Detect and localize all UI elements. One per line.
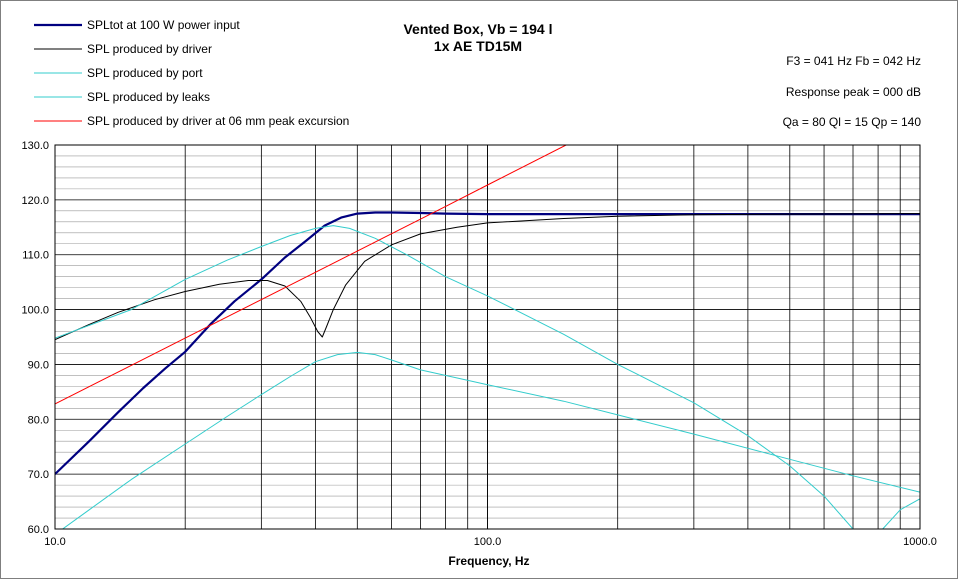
legend-label-4: SPL produced by driver at 06 mm peak exc… <box>87 114 349 128</box>
y-tick-label: 60.0 <box>28 524 49 536</box>
series-line-1 <box>55 213 920 341</box>
series-layer <box>55 145 920 529</box>
legend-label-3: SPL produced by leaks <box>87 90 210 104</box>
legend: SPLtot at 100 W power input SPL produced … <box>34 18 349 128</box>
info-q-values: Qa = 80 Ql = 15 Qp = 140 <box>783 115 922 129</box>
y-tick-label: 130.0 <box>21 140 49 152</box>
chart-title-line2: 1x AE TD15M <box>434 38 522 54</box>
tick-layer: 60.0 70.0 80.0 90.0 100.0 110.0 120.0 130.0 10.0… <box>21 140 936 548</box>
x-tick-label: 1000.0 <box>903 536 937 548</box>
info-response-peak: Response peak = 000 dB <box>786 85 921 99</box>
legend-label-2: SPL produced by port <box>87 66 203 80</box>
grid-layer <box>54 144 921 530</box>
y-tick-label: 70.0 <box>28 469 49 481</box>
x-tick-label: 10.0 <box>44 536 65 548</box>
plot-border <box>54 144 921 530</box>
legend-label-1: SPL produced by driver <box>87 42 212 56</box>
series-line-3 <box>61 351 920 529</box>
info-f3-fb: F3 = 041 Hz Fb = 042 Hz <box>786 54 921 68</box>
x-tick-label: 100.0 <box>474 536 502 548</box>
x-axis-title: Frequency, Hz <box>448 554 529 568</box>
legend-label-0: SPLtot at 100 W power input <box>87 18 240 32</box>
y-tick-label: 110.0 <box>22 250 49 262</box>
series-line-2 <box>55 225 920 529</box>
y-tick-label: 120.0 <box>21 195 49 207</box>
chart-title-line1: Vented Box, Vb = 194 l <box>403 21 552 37</box>
y-tick-label: 80.0 <box>28 414 49 426</box>
y-tick-label: 90.0 <box>28 359 49 371</box>
series-line-0 <box>55 211 920 475</box>
y-tick-label: 100.0 <box>21 305 49 317</box>
series-line-4 <box>55 145 567 405</box>
